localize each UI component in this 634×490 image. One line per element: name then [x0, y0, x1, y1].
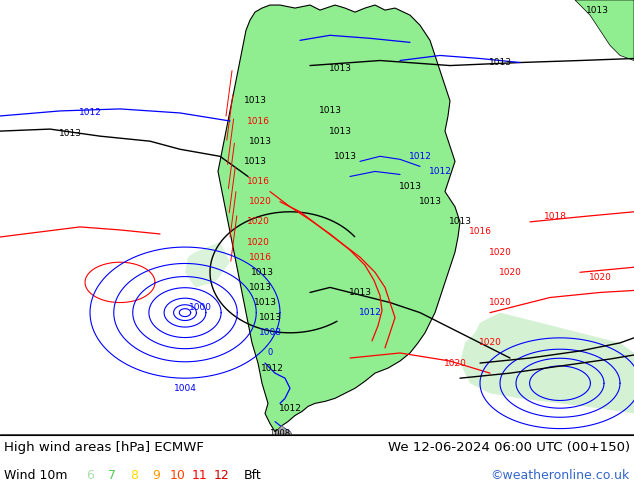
Text: 1013: 1013: [349, 288, 372, 297]
Text: 1020: 1020: [489, 298, 512, 307]
Text: 7: 7: [108, 469, 116, 483]
Text: 1020: 1020: [444, 359, 467, 368]
Text: 1020: 1020: [588, 273, 611, 282]
Text: Bft: Bft: [244, 469, 262, 483]
Text: 1013: 1013: [249, 137, 271, 146]
Text: 1012: 1012: [359, 308, 382, 317]
Text: 1016: 1016: [247, 177, 269, 186]
Text: 1013: 1013: [399, 182, 422, 191]
Polygon shape: [275, 426, 292, 434]
Text: 1016: 1016: [469, 227, 491, 237]
Text: 1012: 1012: [261, 364, 283, 372]
Text: 1020: 1020: [498, 268, 521, 277]
Text: 1012: 1012: [79, 108, 101, 118]
Text: 1013: 1013: [250, 268, 273, 277]
Text: 6: 6: [86, 469, 94, 483]
Text: 11: 11: [192, 469, 208, 483]
Text: 1013: 1013: [249, 283, 271, 292]
Text: 1013: 1013: [259, 313, 281, 322]
Text: 9: 9: [152, 469, 160, 483]
Text: 1008: 1008: [259, 328, 281, 337]
Text: 1018: 1018: [543, 212, 567, 221]
Text: 1016: 1016: [247, 117, 269, 125]
Text: 1013: 1013: [489, 58, 512, 67]
Text: 1012: 1012: [408, 152, 432, 161]
Text: 1013: 1013: [448, 218, 472, 226]
Text: 10: 10: [170, 469, 186, 483]
Polygon shape: [218, 5, 460, 432]
Text: 1013: 1013: [243, 157, 266, 166]
Text: 1020: 1020: [489, 247, 512, 257]
Text: 1013: 1013: [328, 64, 351, 73]
Text: 12: 12: [214, 469, 230, 483]
Polygon shape: [460, 313, 634, 414]
Text: 1013: 1013: [318, 106, 342, 116]
Text: 1012: 1012: [429, 167, 451, 176]
Text: ©weatheronline.co.uk: ©weatheronline.co.uk: [491, 469, 630, 483]
Text: 1020: 1020: [249, 197, 271, 206]
Text: 1020: 1020: [247, 238, 269, 246]
Text: 1013: 1013: [254, 298, 276, 307]
Text: 1013: 1013: [418, 197, 441, 206]
Text: 1020: 1020: [247, 218, 269, 226]
Text: 1020: 1020: [479, 339, 501, 347]
Text: 1013: 1013: [333, 152, 356, 161]
Text: 1013: 1013: [586, 5, 609, 15]
Text: We 12-06-2024 06:00 UTC (00+150): We 12-06-2024 06:00 UTC (00+150): [388, 441, 630, 454]
Text: 1016: 1016: [249, 253, 271, 262]
Polygon shape: [185, 242, 230, 288]
Text: 0: 0: [268, 348, 273, 358]
Text: 1013: 1013: [243, 97, 266, 105]
Text: 1008: 1008: [269, 429, 290, 438]
Polygon shape: [575, 0, 634, 60]
Text: 1004: 1004: [174, 384, 197, 393]
Text: 1013: 1013: [328, 126, 351, 136]
Text: High wind areas [hPa] ECMWF: High wind areas [hPa] ECMWF: [4, 441, 204, 454]
Text: 1013: 1013: [58, 128, 82, 138]
Text: 8: 8: [130, 469, 138, 483]
Text: 1000: 1000: [188, 303, 212, 312]
Text: Wind 10m: Wind 10m: [4, 469, 67, 483]
Text: 1012: 1012: [278, 404, 301, 413]
